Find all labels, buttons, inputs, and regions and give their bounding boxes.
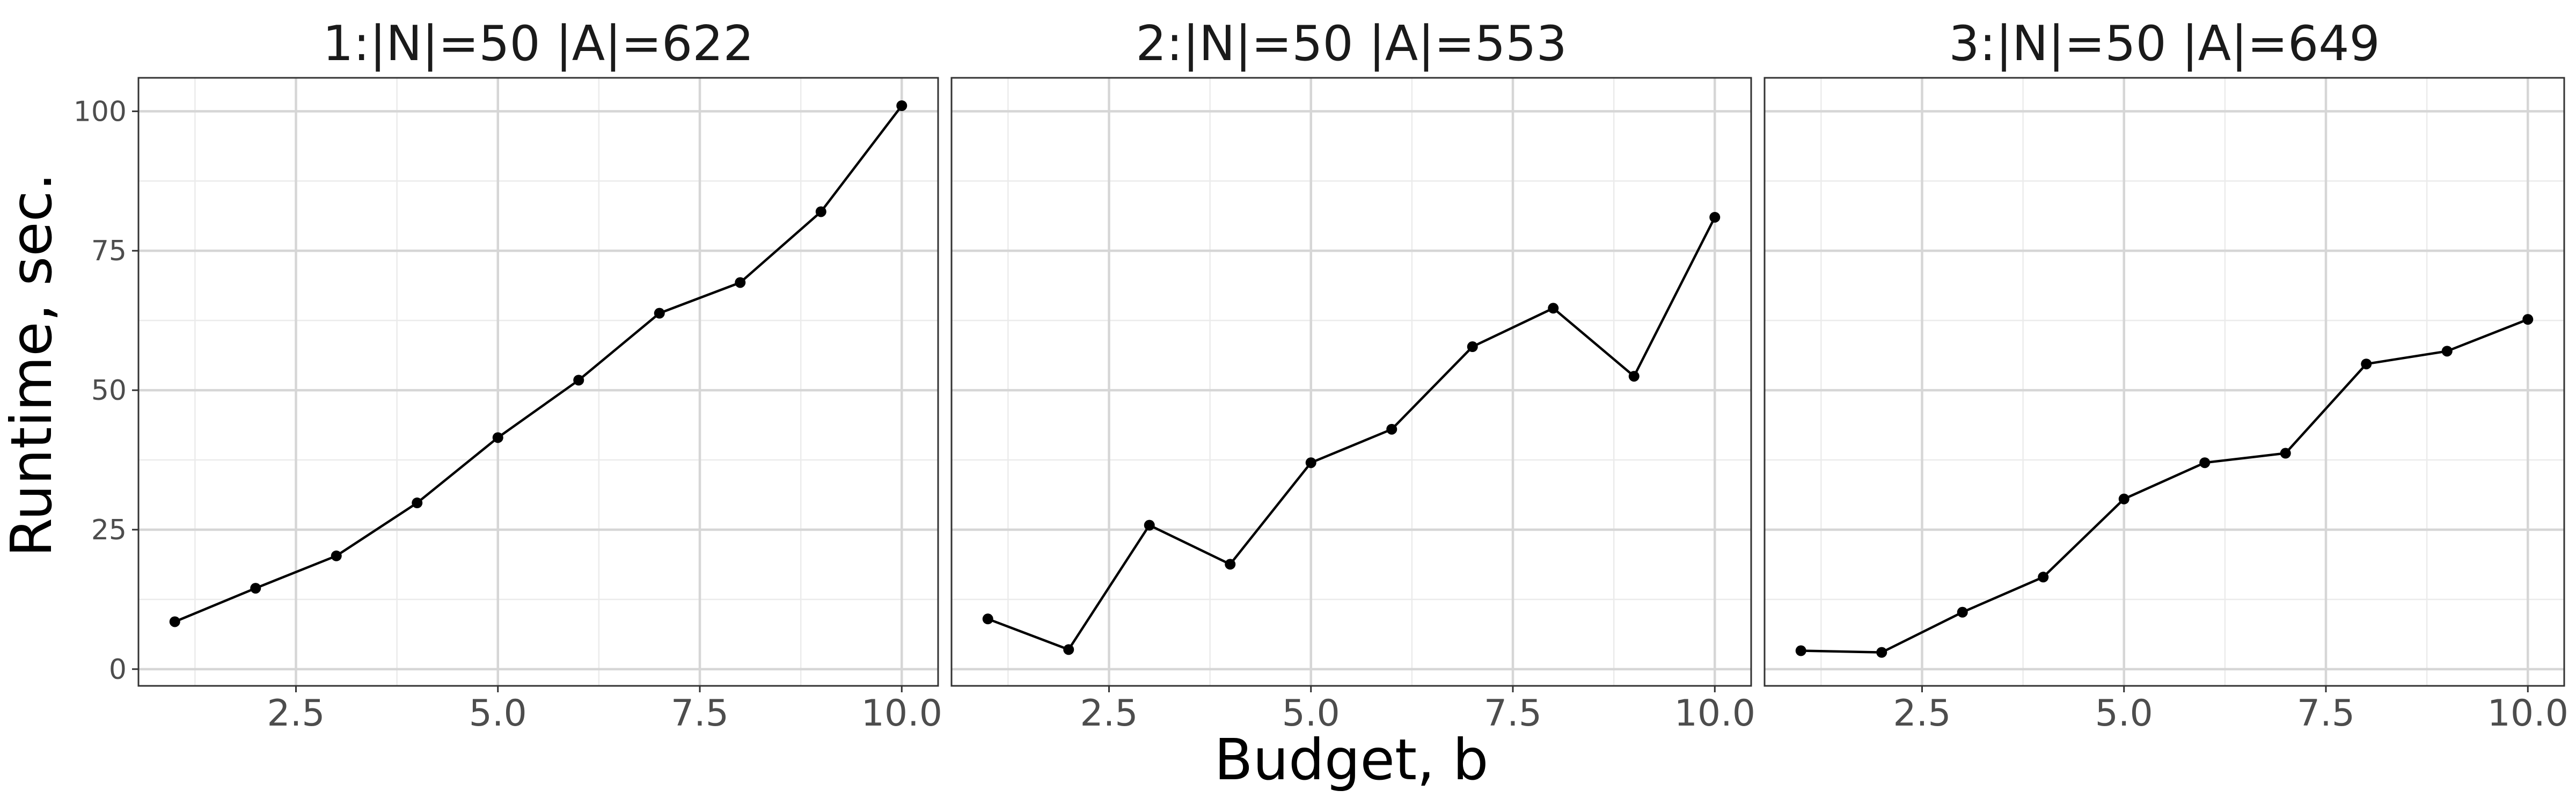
panel-border [1763, 77, 2565, 687]
x-tick-label: 10.0 [2487, 692, 2568, 735]
data-point [896, 100, 908, 111]
data-point [1548, 303, 1559, 314]
y-axis-title: Runtime, sec. [0, 173, 64, 557]
data-point [982, 613, 993, 625]
x-tick-label: 7.5 [671, 692, 729, 735]
data-point [1467, 341, 1478, 353]
data-point [1063, 644, 1074, 655]
data-point [2118, 493, 2129, 504]
data-point [250, 583, 261, 594]
data-point [1957, 606, 1968, 618]
x-axis-title: Budget, b [1214, 727, 1488, 793]
data-point [2038, 572, 2049, 583]
y-tick-label: 75 [91, 235, 127, 267]
x-tick-label: 5.0 [2095, 692, 2153, 735]
panel-border [950, 77, 1752, 687]
x-tick-label: 2.5 [1080, 692, 1138, 735]
data-point [654, 308, 665, 319]
facet-title: 2:|N|=50 |A|=553 [1136, 16, 1567, 72]
x-tick-label: 10.0 [1674, 692, 1755, 735]
data-point [2199, 457, 2211, 469]
series-line [987, 216, 1716, 652]
data-point [2441, 346, 2453, 357]
facet-panel-1: 1:|N|=50 |A|=622 2.5 5.0 7.5 10.0 0 25 50 75 100 [74, 16, 942, 735]
x-tick-label: 7.5 [2297, 692, 2355, 735]
data-point [331, 550, 342, 561]
data-point [2361, 358, 2372, 370]
facet-panels: 1:|N|=50 |A|=622 2.5 5.0 7.5 10.0 0 25 50 75 100 2… [74, 16, 2568, 735]
data-point [2522, 314, 2534, 325]
series-line [174, 105, 903, 623]
x-tick-label: 5.0 [1282, 692, 1340, 735]
series-line [1801, 318, 2529, 654]
facet-title: 1:|N|=50 |A|=622 [323, 16, 754, 72]
facet-panel-3: 3:|N|=50 |A|=649 2.5 5.0 7.5 10.0 [1763, 16, 2568, 735]
data-point [1225, 559, 1236, 570]
x-tick-label: 7.5 [1484, 692, 1542, 735]
data-point [735, 277, 746, 288]
facet-panel-2: 2:|N|=50 |A|=553 2.5 5.0 7.5 10.0 [950, 16, 1755, 735]
y-tick-label: 50 [91, 375, 127, 407]
data-point [815, 206, 826, 217]
x-tick-label: 2.5 [1893, 692, 1951, 735]
y-tick-label: 0 [109, 654, 127, 686]
x-tick-label: 2.5 [267, 692, 325, 735]
data-point [169, 616, 180, 627]
data-point [2280, 448, 2291, 459]
data-point [1305, 457, 1316, 469]
panel-border [137, 77, 939, 687]
x-tick-label: 5.0 [469, 692, 527, 735]
data-point [412, 497, 423, 509]
data-point [1628, 371, 1640, 382]
data-point [492, 432, 503, 443]
data-point [1876, 647, 1887, 658]
data-point [1386, 423, 1397, 435]
facet-title: 3:|N|=50 |A|=649 [1949, 16, 2380, 72]
data-point [573, 375, 584, 386]
y-tick-label: 25 [91, 514, 127, 546]
x-tick-label: 10.0 [861, 692, 942, 735]
data-point [1144, 519, 1155, 531]
y-tick-label: 100 [74, 96, 127, 128]
data-point [1709, 211, 1721, 223]
data-point [1795, 645, 1806, 656]
